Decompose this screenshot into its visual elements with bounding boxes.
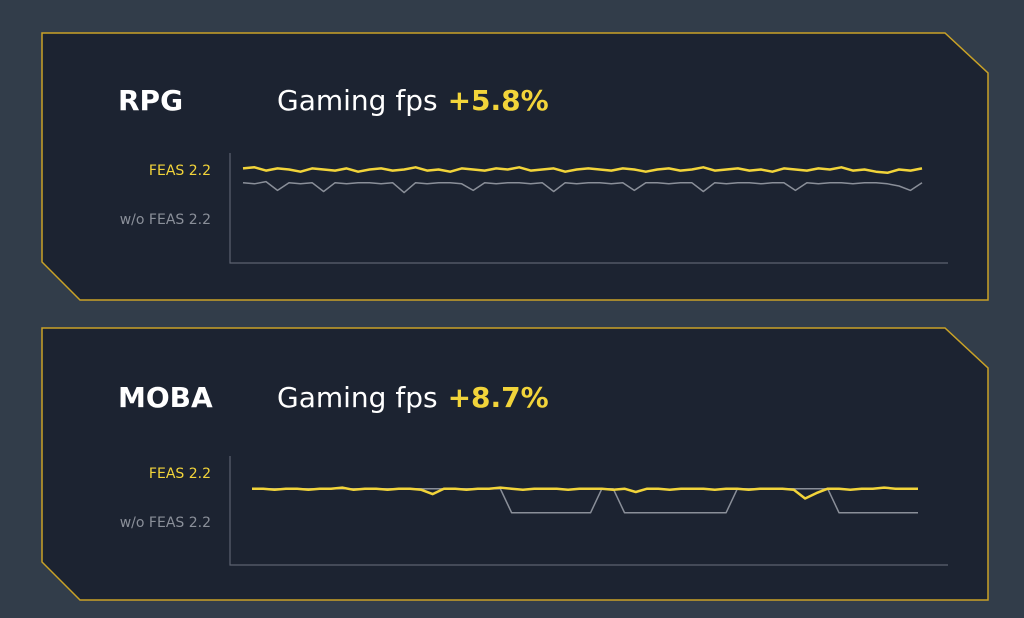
legend-entry: FEAS 2.2: [149, 466, 211, 482]
panel: [41, 327, 989, 601]
series-line: [242, 166, 923, 175]
subtitle-text: Gaming fps: [277, 84, 438, 117]
legend-entry: w/o FEAS 2.2: [120, 212, 211, 228]
axis: [229, 153, 948, 264]
subtitle: Gaming fps +8.7%: [277, 381, 549, 414]
chart-title: MOBA: [118, 381, 213, 414]
series-line: [242, 180, 923, 194]
highlight: +8.7%: [448, 381, 549, 414]
axis: [229, 456, 948, 566]
legend-entry: FEAS 2.2: [149, 163, 211, 179]
legend-entry: w/o FEAS 2.2: [120, 515, 211, 531]
highlight: +5.8%: [448, 84, 549, 117]
chart-title: RPG: [118, 84, 183, 117]
subtitle: Gaming fps +5.8%: [277, 84, 549, 117]
subtitle-text: Gaming fps: [277, 381, 438, 414]
panel: [41, 32, 989, 301]
series-line: [252, 486, 918, 500]
